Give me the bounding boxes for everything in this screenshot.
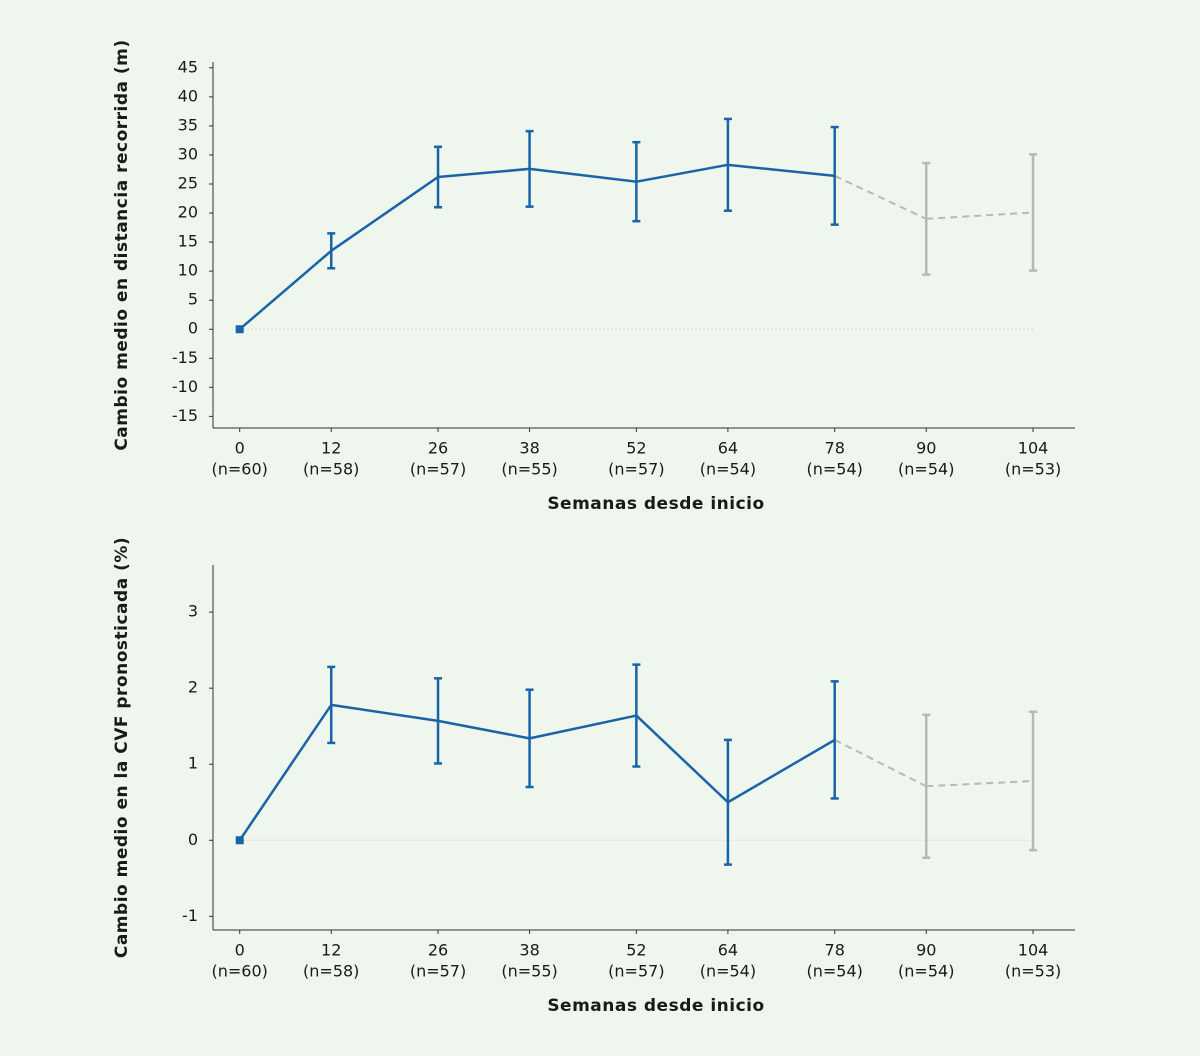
line-segment [437, 719, 530, 740]
sample-size-label: (n=57) [608, 460, 664, 479]
sample-size-label: (n=58) [303, 962, 359, 981]
x-tick-label: 90 [916, 941, 936, 960]
x-tick-label: 104 [1018, 941, 1049, 960]
y-tick-label: 10 [178, 261, 198, 280]
line-segment [926, 779, 1034, 788]
line-segment [238, 704, 333, 841]
x-tick-label: 0 [235, 941, 245, 960]
sample-size-label: (n=57) [410, 962, 466, 981]
x-tick-label: 64 [718, 941, 738, 960]
line-segment [834, 174, 927, 220]
line-segment [834, 739, 927, 788]
sample-size-label: (n=55) [501, 962, 557, 981]
sample-size-label: (n=54) [807, 460, 863, 479]
line-segment [926, 211, 1034, 220]
y-tick-label: 20 [178, 203, 198, 222]
sample-size-label: (n=54) [898, 460, 954, 479]
y-tick-label: 0 [188, 319, 198, 338]
y-axis-title: Cambio medio en la CVF pronosticada (%) [112, 537, 132, 958]
y-tick-label: -10 [172, 377, 198, 396]
point [235, 836, 244, 845]
y-tick-label: 30 [178, 144, 198, 163]
x-tick-label: 0 [235, 439, 245, 458]
line-segment [437, 167, 530, 179]
line-segment [330, 176, 439, 252]
y-tick-label: 45 [178, 57, 198, 76]
x-tick-label: 78 [825, 941, 845, 960]
sample-size-label: (n=54) [700, 962, 756, 981]
y-tick-label: -1 [182, 906, 198, 925]
y-tick-label: -15 [172, 406, 198, 425]
line-segment [635, 714, 729, 804]
line-segment [331, 703, 439, 723]
y-tick-label: -15 [172, 348, 198, 367]
line-segment [727, 163, 835, 178]
x-axis-title: Semanas desde inicio [547, 494, 764, 514]
sample-size-label: (n=60) [212, 962, 268, 981]
sample-size-label: (n=55) [501, 460, 557, 479]
point [235, 325, 244, 334]
x-tick-label: 38 [519, 439, 539, 458]
x-tick-label: 52 [626, 439, 646, 458]
y-tick-label: 5 [188, 290, 198, 309]
x-tick-label: 104 [1018, 439, 1049, 458]
x-tick-label: 52 [626, 941, 646, 960]
x-axis-title: Semanas desde inicio [547, 996, 764, 1016]
sample-size-label: (n=54) [700, 460, 756, 479]
y-tick-label: 35 [178, 115, 198, 134]
sample-size-label: (n=53) [1005, 962, 1061, 981]
y-tick-label: 2 [188, 678, 198, 697]
line-segment [529, 167, 637, 183]
sample-size-label: (n=57) [608, 962, 664, 981]
line-segment [238, 249, 333, 331]
x-tick-label: 26 [428, 439, 448, 458]
y-tick-label: 15 [178, 232, 198, 251]
y-tick-label: 25 [178, 174, 198, 193]
sample-size-label: (n=57) [410, 460, 466, 479]
sample-size-label: (n=54) [898, 962, 954, 981]
x-tick-label: 64 [718, 439, 738, 458]
x-tick-label: 38 [519, 941, 539, 960]
y-tick-label: 0 [188, 830, 198, 849]
line-segment [529, 714, 637, 740]
sample-size-label: (n=60) [212, 460, 268, 479]
x-tick-label: 78 [825, 439, 845, 458]
x-tick-label: 26 [428, 941, 448, 960]
line-segment [636, 163, 729, 183]
sample-size-label: (n=53) [1005, 460, 1061, 479]
x-tick-label: 12 [321, 439, 341, 458]
x-tick-label: 90 [916, 439, 936, 458]
y-tick-label: 1 [188, 754, 198, 773]
y-axis-title: Cambio medio en distancia recorrida (m) [112, 39, 132, 450]
y-tick-label: 40 [178, 86, 198, 105]
sample-size-label: (n=54) [807, 962, 863, 981]
x-tick-label: 12 [321, 941, 341, 960]
line-segment [727, 738, 836, 804]
y-tick-label: 3 [188, 602, 198, 621]
sample-size-label: (n=58) [303, 460, 359, 479]
